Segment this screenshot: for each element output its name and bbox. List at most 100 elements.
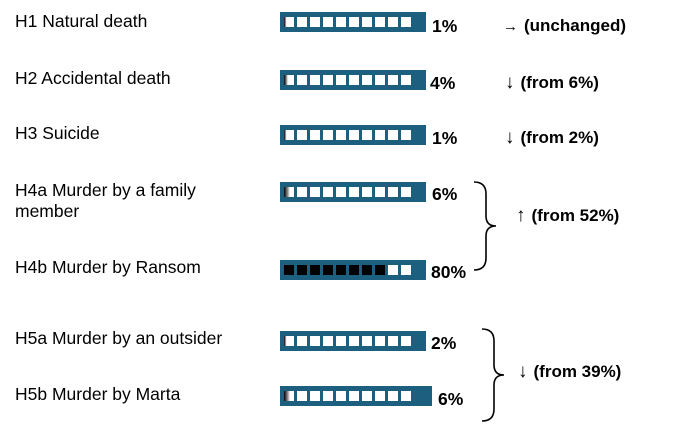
meter-cell xyxy=(362,75,372,85)
change-h3: ↓ (from 2%) xyxy=(505,127,599,148)
meter-cell xyxy=(323,336,333,346)
meter-cell xyxy=(284,75,294,85)
meter-cell xyxy=(336,336,346,346)
meter-cell xyxy=(310,17,320,27)
hypothesis-label-h5b: H5b Murder by Marta xyxy=(15,384,181,404)
meter-cell xyxy=(310,391,320,401)
meter-cell xyxy=(284,265,294,275)
probability-meter-h1 xyxy=(280,12,426,32)
meter-cell xyxy=(323,75,333,85)
meter-cell xyxy=(401,17,411,27)
meter-cell xyxy=(297,265,307,275)
down-arrow-icon: ↓ xyxy=(505,72,515,93)
hypothesis-label-h3: H3 Suicide xyxy=(15,123,100,143)
percent-h1: 1% xyxy=(432,16,458,36)
meter-cell xyxy=(297,75,307,85)
hypothesis-label-h2: H2 Accidental death xyxy=(15,68,171,88)
probability-meter-h4a xyxy=(280,182,426,202)
change-h4-group: ↑ (from 52%) xyxy=(516,205,619,226)
meter-cell xyxy=(284,187,294,197)
probability-meter-h5a xyxy=(280,331,426,351)
down-arrow-icon: ↓ xyxy=(518,361,528,382)
meter-cell xyxy=(388,336,398,346)
meter-cell xyxy=(310,265,320,275)
down-arrow-icon: ↓ xyxy=(505,127,515,148)
right-brace-icon xyxy=(473,181,497,271)
meter-cell xyxy=(336,130,346,140)
meter-cell xyxy=(323,17,333,27)
change-text-h2: (from 6%) xyxy=(520,73,599,92)
meter-cell xyxy=(349,17,359,27)
hypothesis-label-h1: H1 Natural death xyxy=(15,11,148,31)
meter-cell xyxy=(297,391,307,401)
meter-cell xyxy=(297,187,307,197)
meter-cell xyxy=(375,391,385,401)
meter-cell xyxy=(362,17,372,27)
meter-cell xyxy=(349,336,359,346)
percent-h4b: 80% xyxy=(431,262,467,282)
meter-cell xyxy=(375,130,385,140)
meter-cell xyxy=(401,336,411,346)
meter-cell xyxy=(349,391,359,401)
meter-cell xyxy=(336,265,346,275)
meter-cell xyxy=(388,265,398,275)
meter-cell xyxy=(349,75,359,85)
percent-h5b: 6% xyxy=(438,389,464,409)
change-h1: → (unchanged) xyxy=(503,15,626,37)
meter-cell xyxy=(336,75,346,85)
change-h2: ↓ (from 6%) xyxy=(505,72,599,93)
meter-cell xyxy=(375,336,385,346)
meter-cell xyxy=(284,130,294,140)
change-text-h5-group: (from 39%) xyxy=(533,362,622,381)
meter-cell xyxy=(310,187,320,197)
meter-cell xyxy=(349,265,359,275)
change-text-h3: (from 2%) xyxy=(520,128,599,147)
meter-cell xyxy=(323,265,333,275)
percent-h3: 1% xyxy=(432,128,458,148)
meter-cell xyxy=(375,75,385,85)
meter-cell xyxy=(310,75,320,85)
meter-cell xyxy=(297,130,307,140)
meter-cell xyxy=(323,130,333,140)
meter-cell xyxy=(375,17,385,27)
meter-cell xyxy=(362,130,372,140)
meter-cell xyxy=(375,187,385,197)
meter-cell xyxy=(388,75,398,85)
meter-cell xyxy=(310,336,320,346)
meter-cell xyxy=(388,130,398,140)
meter-cell xyxy=(362,187,372,197)
probability-meter-h4b xyxy=(280,260,426,280)
probability-meter-h5b xyxy=(280,386,432,406)
meter-cell xyxy=(401,130,411,140)
meter-cell xyxy=(336,391,346,401)
meter-cell xyxy=(349,187,359,197)
change-text-h4-group: (from 52%) xyxy=(531,206,620,225)
up-arrow-icon: ↑ xyxy=(516,205,526,226)
meter-cell xyxy=(310,130,320,140)
probability-meter-h2 xyxy=(280,70,426,90)
meter-cell xyxy=(401,187,411,197)
meter-cell xyxy=(401,75,411,85)
meter-cell xyxy=(323,391,333,401)
meter-cell xyxy=(297,17,307,27)
meter-cell xyxy=(284,17,294,27)
meter-cell xyxy=(323,187,333,197)
change-text-h1: (unchanged) xyxy=(524,16,626,35)
percent-h2: 4% xyxy=(430,73,456,93)
meter-cell xyxy=(401,265,411,275)
right-arrow-icon: → xyxy=(503,18,518,35)
meter-cell xyxy=(284,336,294,346)
meter-cell xyxy=(297,336,307,346)
hypothesis-label-h5a: H5a Murder by an outsider xyxy=(15,328,223,348)
meter-cell xyxy=(284,391,294,401)
meter-cell xyxy=(336,17,346,27)
hypothesis-label-h4a: H4a Murder by a family member xyxy=(15,180,196,221)
meter-cell xyxy=(375,265,385,275)
meter-cell xyxy=(362,265,372,275)
meter-cell xyxy=(388,391,398,401)
right-brace-icon xyxy=(481,328,505,422)
probability-meter-h3 xyxy=(280,125,426,145)
percent-h4a: 6% xyxy=(432,184,458,204)
hypothesis-label-h4b: H4b Murder by Ransom xyxy=(15,257,201,277)
percent-h5a: 2% xyxy=(431,333,457,353)
